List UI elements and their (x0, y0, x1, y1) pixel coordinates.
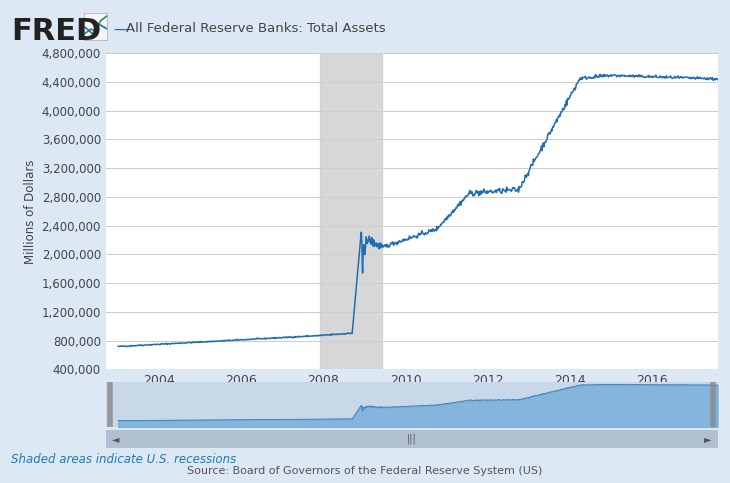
Text: —: — (113, 22, 128, 37)
Bar (320, 53, 382, 369)
Text: All Federal Reserve Banks: Total Assets: All Federal Reserve Banks: Total Assets (126, 22, 385, 35)
Text: Source: Board of Governors of the Federal Reserve System (US): Source: Board of Governors of the Federa… (188, 466, 542, 476)
Text: Shaded areas indicate U.S. recessions: Shaded areas indicate U.S. recessions (11, 453, 237, 466)
Text: ◄: ◄ (112, 434, 120, 444)
Text: |||: ||| (407, 434, 417, 444)
Y-axis label: Millions of Dollars: Millions of Dollars (24, 159, 37, 264)
Text: FRED: FRED (11, 17, 101, 46)
Text: ►: ► (704, 434, 712, 444)
